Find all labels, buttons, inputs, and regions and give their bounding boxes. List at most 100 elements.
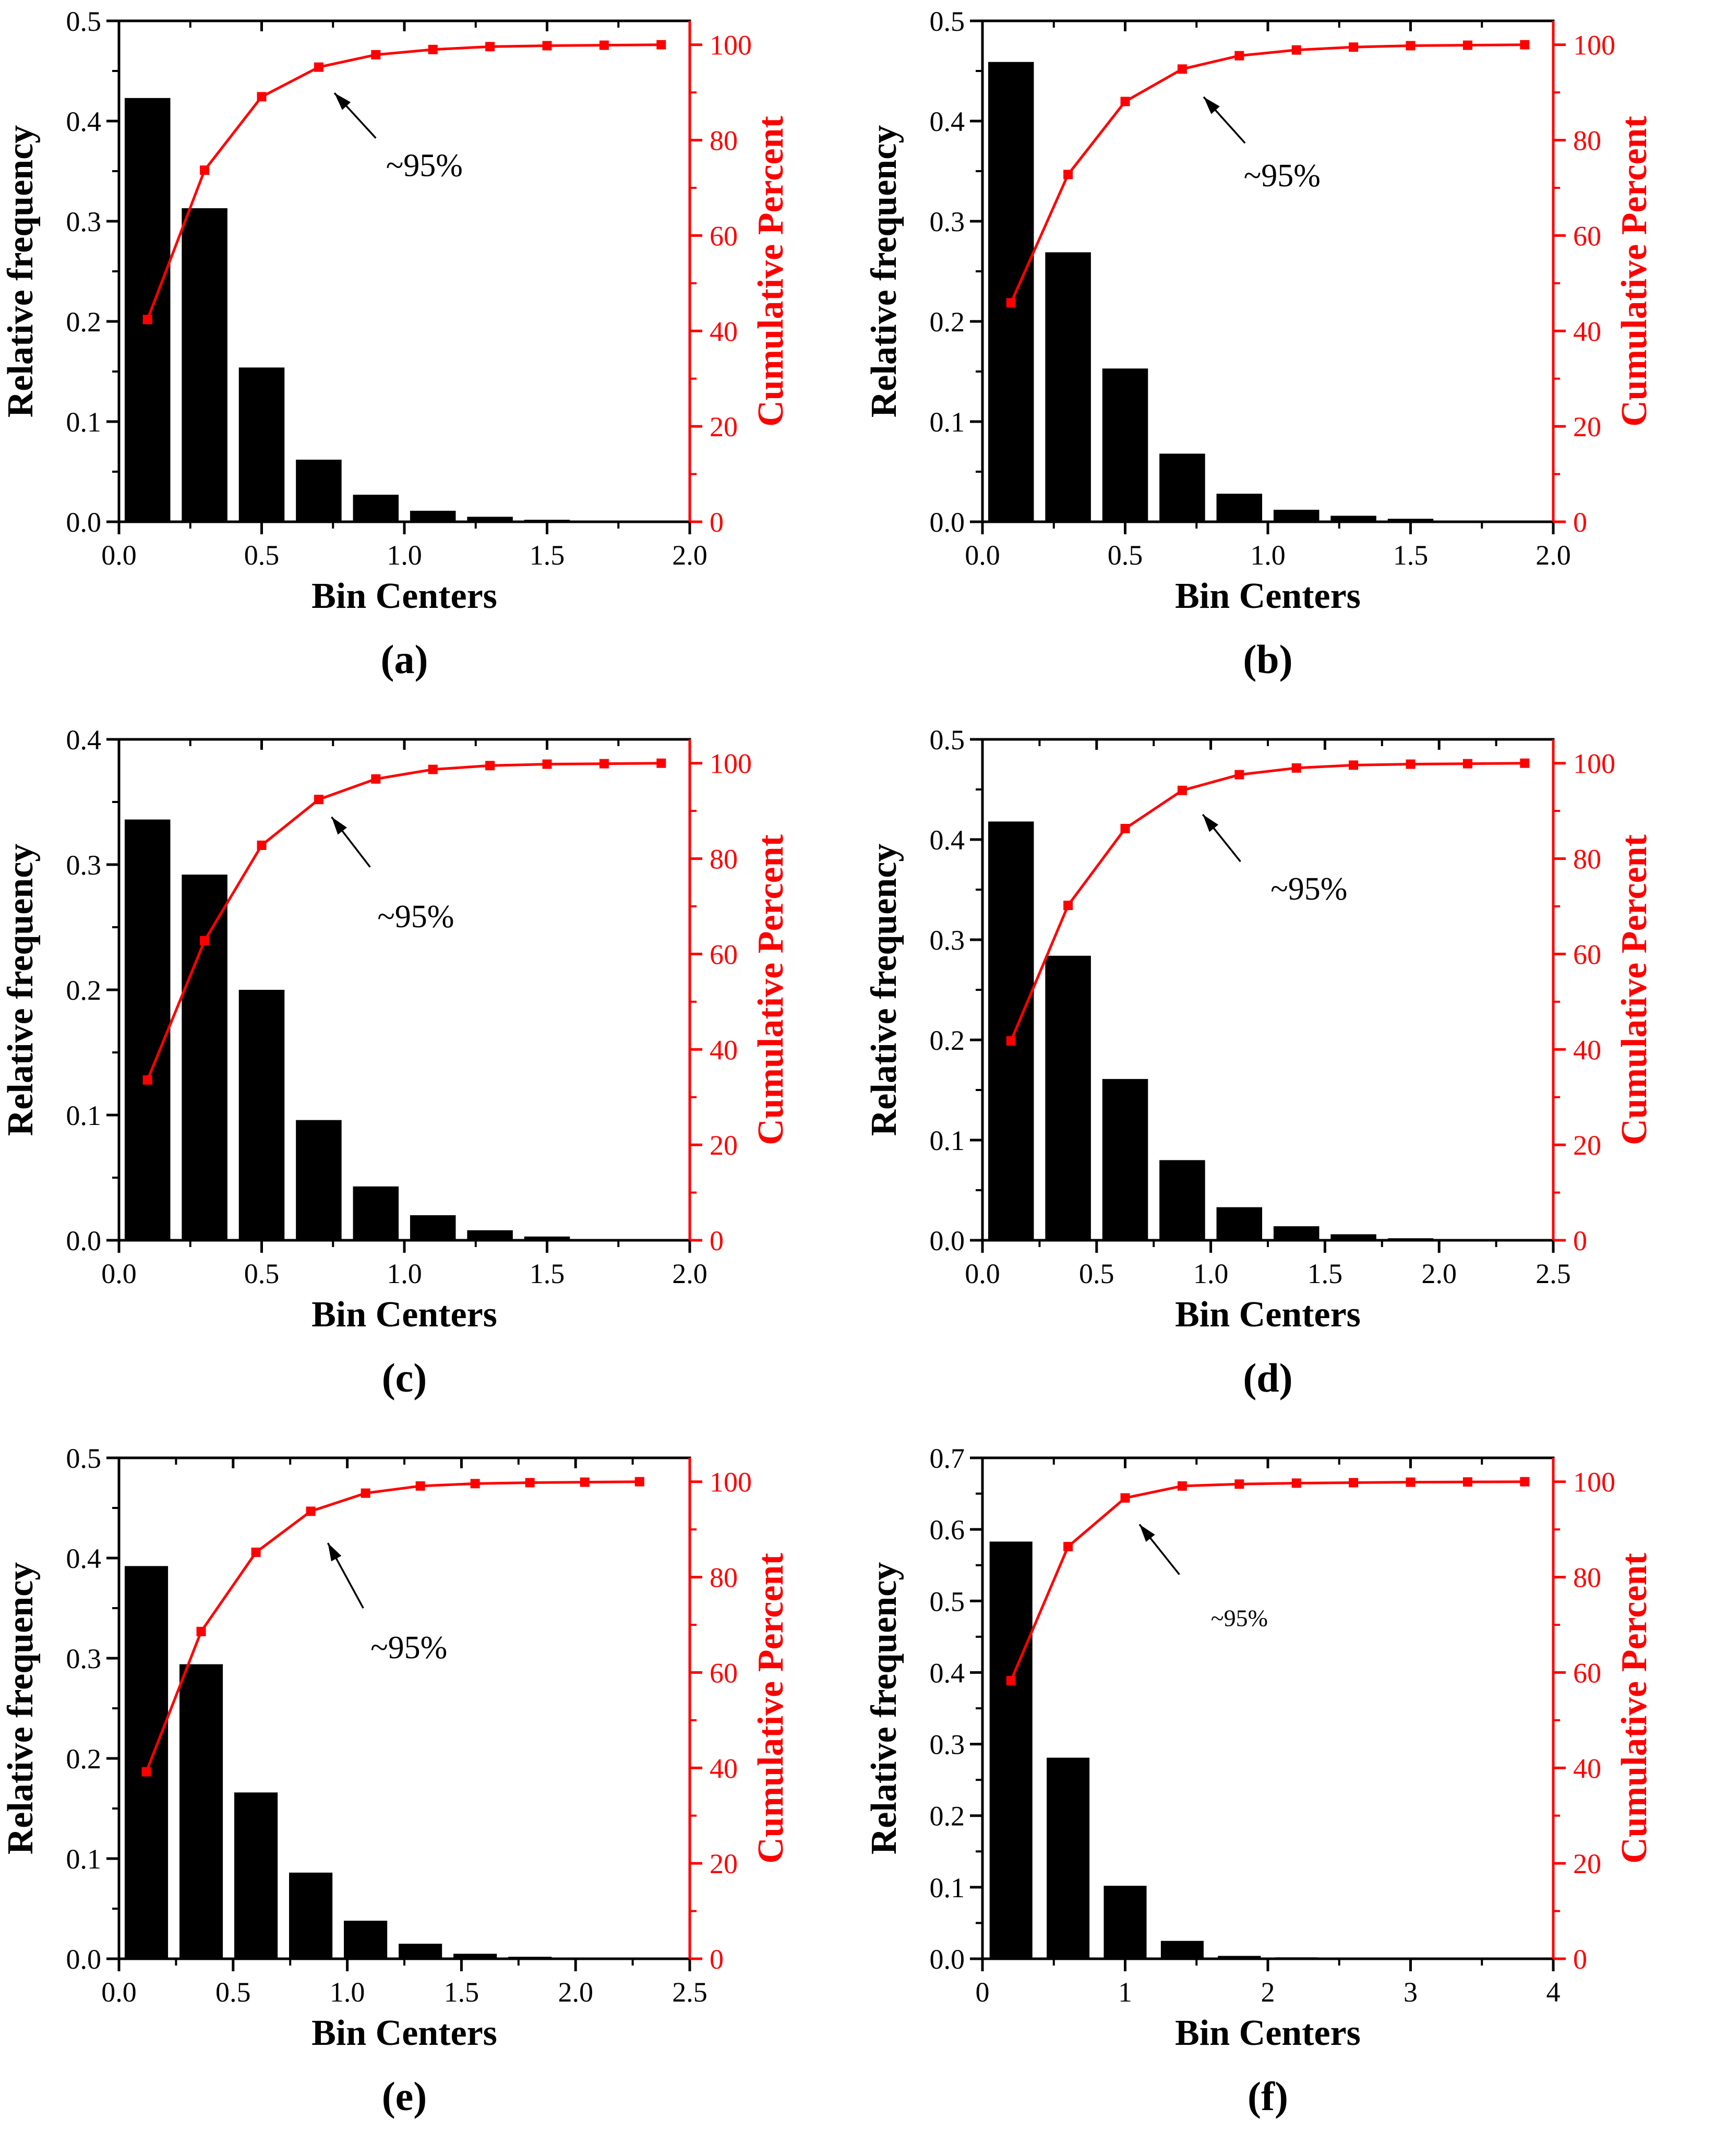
x-axis-title: Bin Centers (311, 2013, 497, 2053)
histogram-bar (353, 1186, 399, 1240)
panel-a: 0.0 0.5 1.0 1.5 2.0 0.0 0.1 0.2 0.3 0.4 0.5 0 20 40 60… (0, 0, 864, 718)
histogram-bars (989, 1541, 1546, 1959)
y-left-tick-label: 0.3 (930, 206, 965, 237)
panel-letter: (c) (382, 1355, 427, 1400)
y-left-tick-label: 0.1 (66, 1843, 102, 1875)
histogram-bar (524, 1236, 570, 1240)
x-tick-label: 2.0 (558, 1977, 593, 2008)
cumulative-marker (1063, 901, 1073, 911)
histogram-bar (124, 819, 171, 1240)
panel-c: 0.0 0.5 1.0 1.5 2.0 0.0 0.1 0.2 0.3 0.4 0 20 40 60 80 1… (0, 718, 864, 1437)
x-tick-label: 3 (1404, 1977, 1418, 2008)
chart-f: 0 1 2 3 4 0.0 0.1 0.2 0.3 0.4 0.5 0.6 0.7 0 20 40 60 80 10… (864, 1437, 1727, 2155)
cumulative-marker (470, 1479, 480, 1489)
cumulative-marker (1234, 770, 1244, 780)
histogram-bar (453, 1954, 497, 1959)
y-left-axis-title: Relative frequency (1, 844, 41, 1136)
x-tick-label: 0 (976, 1977, 990, 2008)
cumulative-marker (656, 40, 666, 50)
cumulative-marker (142, 1075, 152, 1085)
x-tick-label: 0.0 (101, 540, 137, 571)
y-left-tick-label: 0.4 (930, 106, 965, 137)
x-tick-label: 1.5 (444, 1977, 479, 2008)
histogram-bar (353, 495, 399, 522)
panel-letter: (b) (1243, 637, 1292, 682)
y-left-tick-label: 0.3 (66, 1643, 102, 1674)
red-axis (1552, 1458, 1566, 1960)
cumulative-marker (251, 1548, 261, 1558)
x-axis-title: Bin Centers (1175, 1295, 1361, 1335)
annotation-label: ~95% (1211, 1604, 1268, 1631)
histogram-bars (988, 821, 1548, 1240)
cumulative-marker (428, 764, 438, 774)
chart-e: 0.0 0.5 1.0 1.5 2.0 2.5 0.0 0.1 0.2 0.3 0.4 0.5 0 20 4… (0, 1437, 864, 2155)
cumulative-marker (1120, 823, 1130, 833)
y-left-tick-label: 0.6 (930, 1514, 965, 1546)
y-left-axis-title: Relative frequency (864, 1562, 904, 1855)
cumulative-marker (1120, 1493, 1130, 1503)
histogram-bar (1387, 519, 1434, 522)
annotation-label: ~95% (386, 148, 463, 184)
y-left-tick-label: 0.0 (66, 507, 102, 538)
y-left-tick-label: 0.2 (66, 306, 102, 338)
x-tick-label: 0.0 (965, 540, 1000, 571)
annotation-arrowhead (334, 93, 351, 110)
panel-f: 0 1 2 3 4 0.0 0.1 0.2 0.3 0.4 0.5 0.6 0.7 0 20 40 60 80 10… (864, 1437, 1727, 2155)
y-right-tick-label: 20 (1573, 1848, 1601, 1879)
y-left-tick-label: 0.4 (930, 1657, 965, 1688)
y-right-tick-label: 40 (1573, 1753, 1601, 1784)
y-left-tick-label: 0.3 (66, 206, 102, 237)
annotation-arrowhead (331, 817, 347, 835)
y-right-tick-label: 0 (1573, 1225, 1587, 1256)
y-left-tick-label: 0.1 (930, 1872, 965, 1903)
cumulative-marker (1520, 758, 1530, 768)
cumulative-marker (1063, 1542, 1073, 1552)
black-axis-ticks (970, 738, 1555, 1253)
panel-letter: (a) (381, 637, 428, 682)
x-tick-label: 0.5 (215, 1977, 251, 2008)
y-right-tick-label: 40 (710, 1034, 738, 1065)
x-tick-label: 0.5 (244, 540, 280, 571)
y-right-tick-label: 60 (710, 939, 738, 970)
histogram-bar (1273, 1226, 1320, 1240)
black-axis-ticks (970, 1456, 1555, 1971)
y-right-axis-title: Cumulative Percent (751, 116, 791, 427)
y-right-tick-label: 80 (1573, 844, 1601, 875)
annotation-arrowhead (1139, 1524, 1155, 1542)
cumulative-marker (485, 42, 495, 52)
y-left-tick-label: 0.3 (930, 1729, 965, 1760)
x-tick-label: 0.5 (1079, 1258, 1114, 1289)
red-axis (688, 21, 702, 523)
cumulative-marker (1234, 1479, 1244, 1489)
panel-d: 0.0 0.5 1.0 1.5 2.0 2.5 0.0 0.1 0.2 0.3 0.4 0.5 0 20 4… (864, 718, 1727, 1437)
histogram-bar (182, 875, 227, 1240)
cumulative-marker (1234, 51, 1244, 61)
black-axis-ticks (106, 19, 691, 534)
y-left-tick-label: 0.0 (930, 1944, 965, 1975)
cumulative-markers (1006, 758, 1530, 1046)
x-tick-label: 1.5 (530, 1258, 565, 1289)
histogram-bar (399, 1944, 442, 1959)
y-left-tick-label: 0.4 (66, 724, 102, 756)
cumulative-marker (580, 1477, 590, 1487)
y-right-tick-label: 80 (710, 125, 738, 157)
y-left-tick-label: 0.3 (66, 849, 102, 881)
histogram-bar (124, 1566, 169, 1959)
cumulative-marker (1349, 1478, 1359, 1488)
cumulative-marker (1006, 1675, 1016, 1685)
cumulative-marker (1177, 1481, 1187, 1491)
y-left-tick-label: 0.4 (930, 824, 965, 856)
y-right-tick-label: 0 (710, 1944, 724, 1975)
y-left-axis-title: Relative frequency (864, 844, 904, 1136)
y-right-tick-label: 20 (1573, 1130, 1601, 1161)
cumulative-marker (415, 1481, 425, 1491)
x-axis-title: Bin Centers (1175, 576, 1361, 616)
cumulative-line (145, 1480, 640, 1772)
cumulative-marker (142, 315, 152, 325)
y-right-tick-label: 20 (710, 1130, 738, 1161)
annotation-arrowhead (328, 1543, 342, 1562)
red-axis (1552, 21, 1566, 523)
histogram-bar (1216, 1207, 1263, 1240)
cumulative-marker (1063, 170, 1073, 179)
cumulative-marker (257, 92, 267, 102)
